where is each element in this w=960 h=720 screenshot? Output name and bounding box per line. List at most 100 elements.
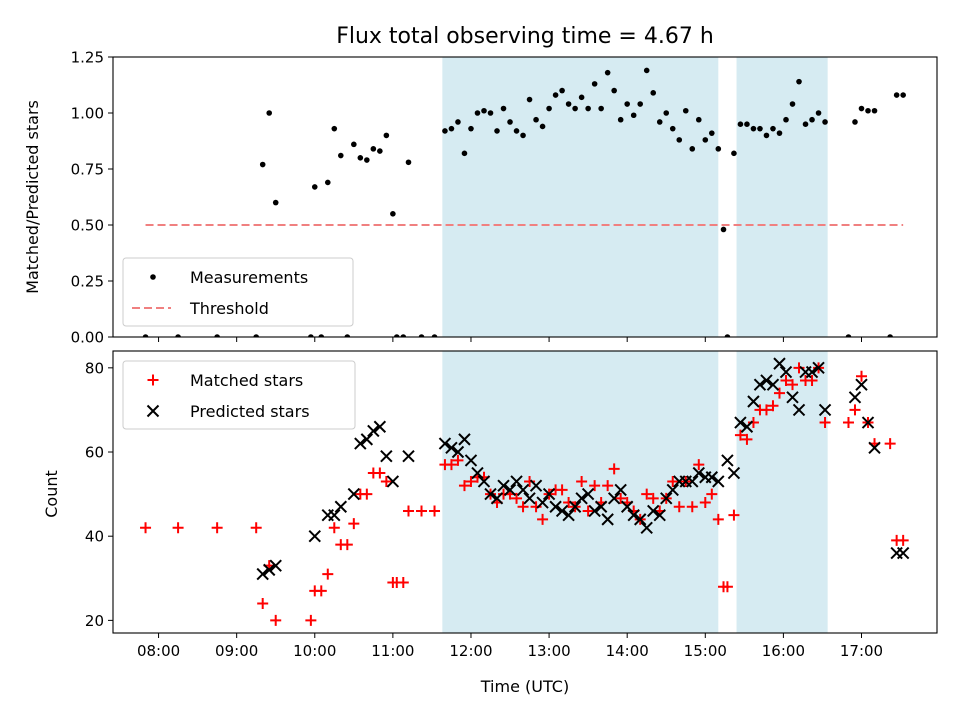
measurements-point bbox=[393, 334, 400, 337]
predicted-stars-point bbox=[896, 546, 910, 560]
predicted-stars-point bbox=[458, 433, 471, 446]
measurements-point bbox=[507, 119, 513, 125]
measurements-point bbox=[318, 334, 325, 337]
predicted-stars-point bbox=[536, 496, 549, 509]
chart-title: Flux total observing time = 4.67 h bbox=[336, 24, 714, 49]
predicted-stars-point bbox=[464, 454, 478, 467]
count-y-tick-label: 80 bbox=[85, 359, 104, 377]
predicted-stars-point bbox=[712, 475, 725, 488]
predicted-stars-point bbox=[594, 500, 608, 513]
measurements-point bbox=[689, 146, 696, 152]
measurements-point bbox=[630, 112, 637, 119]
measurements-point bbox=[852, 119, 858, 125]
measurements-point bbox=[494, 128, 500, 134]
measurements-point bbox=[720, 226, 727, 233]
matched-stars-point bbox=[706, 488, 718, 500]
measurements-point bbox=[617, 116, 624, 123]
measurements-point bbox=[796, 78, 802, 85]
matched-stars-point bbox=[429, 505, 441, 517]
measurements-point bbox=[311, 184, 318, 190]
predicted-stars-point bbox=[575, 492, 588, 505]
measurements-point bbox=[770, 125, 776, 132]
predicted-stars-point bbox=[308, 529, 321, 543]
measurements-point bbox=[865, 107, 871, 114]
matched-stars-point bbox=[305, 614, 317, 626]
predicted-stars-point bbox=[727, 466, 741, 480]
predicted-stars-point bbox=[523, 492, 536, 505]
measurements-point bbox=[500, 105, 507, 112]
predicted-stars-point bbox=[555, 504, 569, 518]
x-tick-label: 17:00 bbox=[840, 642, 883, 660]
count-shaded-interval bbox=[736, 351, 828, 633]
predicted-stars-point bbox=[334, 500, 348, 513]
measurements-point bbox=[338, 152, 344, 159]
matched-stars-point bbox=[773, 387, 785, 399]
measurements-point bbox=[364, 157, 370, 163]
matched-stars-point bbox=[897, 534, 909, 546]
matched-stars-point bbox=[517, 501, 529, 513]
matched-stars-point bbox=[402, 505, 414, 517]
measurements-point bbox=[763, 132, 770, 139]
ratio-y-axis-label: Matched/Predicted stars bbox=[23, 100, 42, 294]
predicted-stars-point bbox=[562, 508, 575, 522]
count-y-tick-label: 20 bbox=[85, 612, 104, 630]
ratio-y-tick-label: 1.00 bbox=[71, 105, 104, 123]
matched-stars-point bbox=[641, 488, 653, 500]
predicted-stars-point bbox=[497, 479, 510, 492]
matched-stars-point bbox=[667, 475, 679, 487]
predicted-stars-point bbox=[805, 365, 819, 379]
predicted-stars-point bbox=[510, 475, 523, 488]
matched-stars-point bbox=[728, 509, 740, 521]
measurements-point bbox=[253, 334, 259, 337]
matched-stars-point bbox=[348, 518, 360, 530]
predicted-stars-point bbox=[747, 395, 760, 408]
x-tick-label: 15:00 bbox=[684, 642, 727, 660]
predicted-stars-point bbox=[792, 403, 806, 417]
ratio-y-tick-label: 0.25 bbox=[71, 273, 104, 291]
measurements-point bbox=[650, 90, 657, 96]
measurements-point bbox=[845, 334, 852, 337]
measurements-point bbox=[142, 334, 149, 337]
matched-stars-point bbox=[361, 488, 373, 500]
matched-stars-point bbox=[511, 492, 523, 504]
measurements-point bbox=[175, 334, 181, 337]
ratio-shaded-interval bbox=[442, 57, 719, 337]
ratio-plot-area bbox=[142, 67, 906, 337]
measurements-point bbox=[272, 199, 279, 206]
measurements-point bbox=[858, 105, 865, 112]
measurements-point bbox=[533, 116, 539, 123]
measurements-point bbox=[656, 119, 663, 125]
predicted-stars-point bbox=[779, 365, 793, 379]
measurements-point bbox=[676, 137, 683, 143]
predicted-stars-point bbox=[269, 559, 282, 572]
matched-stars-point bbox=[787, 379, 799, 391]
measurements-point bbox=[604, 69, 611, 76]
predicted-stars-point bbox=[818, 403, 832, 417]
matched-stars-point bbox=[686, 501, 698, 513]
measurements-point bbox=[513, 128, 520, 134]
predicted-stars-point bbox=[451, 445, 465, 459]
measurements-point bbox=[900, 92, 906, 98]
predicted-stars-point bbox=[868, 441, 881, 455]
predicted-stars-point bbox=[503, 483, 517, 497]
measurements-point bbox=[887, 334, 893, 337]
x-tick-label: 11:00 bbox=[371, 642, 414, 660]
measurements-point bbox=[702, 137, 709, 143]
predicted-stars-point bbox=[773, 357, 786, 370]
matched-stars-point bbox=[172, 522, 184, 534]
measurements-point bbox=[750, 125, 757, 132]
x-axis-label: Time (UTC) bbox=[480, 677, 569, 696]
measurements-point bbox=[559, 87, 565, 94]
matched-stars-point bbox=[374, 467, 386, 479]
predicted-stars-point bbox=[653, 508, 666, 522]
ratio-legend-box bbox=[122, 257, 354, 327]
predicted-stars-point bbox=[601, 513, 614, 526]
predicted-stars-point bbox=[347, 487, 361, 501]
measurements-point bbox=[552, 92, 559, 98]
ratio-y-tick-label: 0.75 bbox=[71, 161, 104, 179]
measurements-point bbox=[871, 107, 878, 114]
predicted-stars-point bbox=[686, 475, 699, 488]
matched-stars-point bbox=[699, 497, 711, 509]
ratio-shaded-interval bbox=[736, 57, 828, 337]
